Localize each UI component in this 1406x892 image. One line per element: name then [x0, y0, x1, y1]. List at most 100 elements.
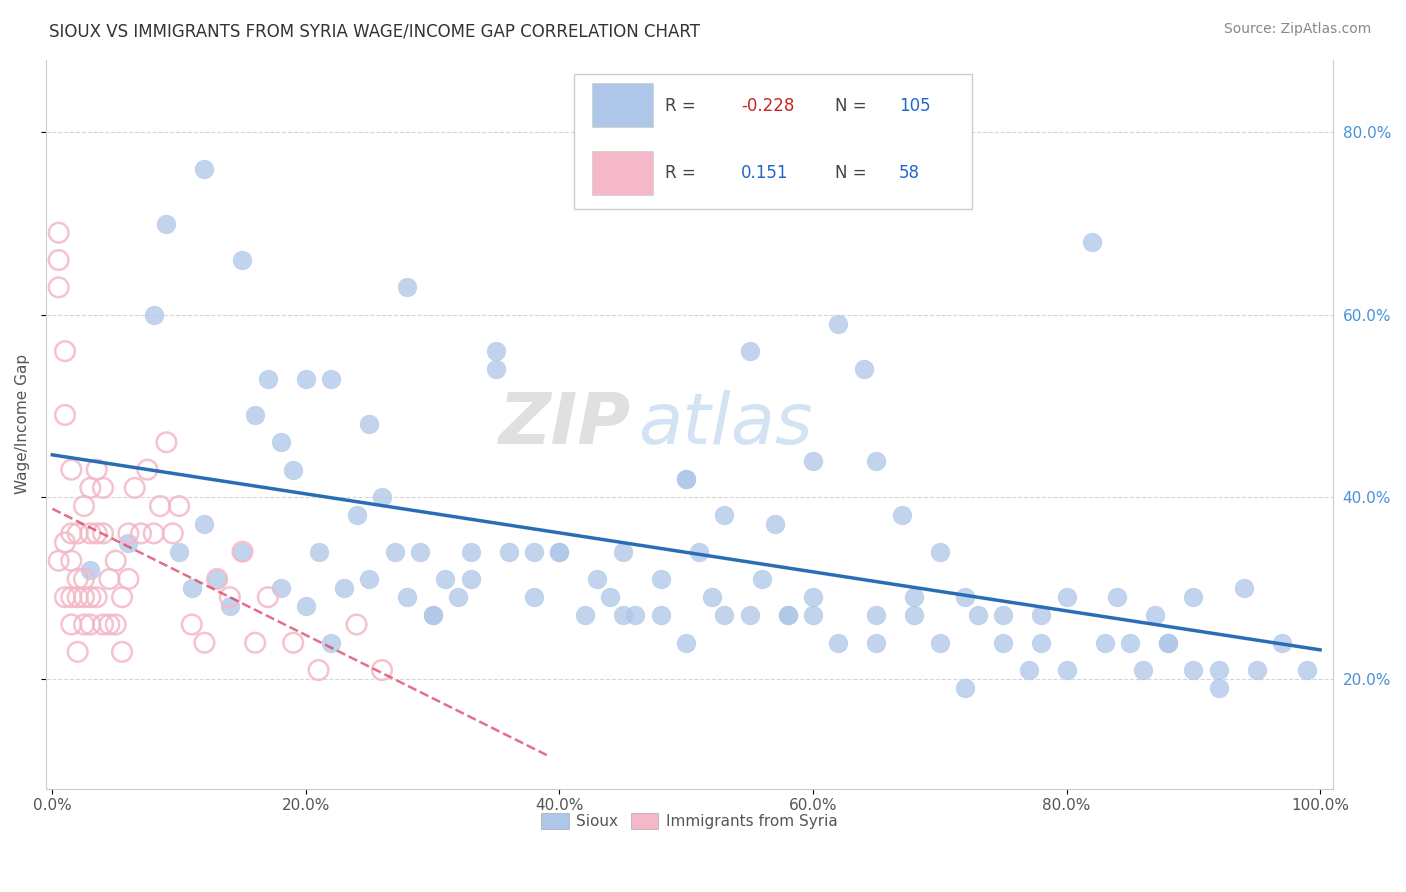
- Point: [1144, 608, 1167, 623]
- Point: [66, 645, 89, 659]
- Point: [53, 344, 76, 359]
- Point: [801, 608, 824, 623]
- Point: [86, 526, 108, 541]
- Y-axis label: Wage/Income Gap: Wage/Income Gap: [15, 354, 30, 494]
- Point: [928, 636, 950, 650]
- Point: [243, 636, 266, 650]
- Point: [852, 362, 875, 376]
- Point: [218, 599, 240, 614]
- Point: [865, 608, 887, 623]
- Text: R =: R =: [665, 164, 696, 182]
- Point: [270, 581, 292, 595]
- Text: SIOUX VS IMMIGRANTS FROM SYRIA WAGE/INCOME GAP CORRELATION CHART: SIOUX VS IMMIGRANTS FROM SYRIA WAGE/INCO…: [49, 22, 700, 40]
- Point: [713, 508, 735, 523]
- Point: [485, 344, 508, 359]
- Point: [1157, 636, 1180, 650]
- Point: [384, 544, 406, 558]
- Point: [991, 608, 1014, 623]
- Point: [523, 590, 546, 604]
- Point: [422, 608, 444, 623]
- Point: [409, 544, 432, 558]
- Point: [149, 499, 172, 513]
- Point: [142, 526, 165, 541]
- Point: [129, 526, 152, 541]
- Point: [180, 617, 202, 632]
- Point: [91, 481, 114, 495]
- Point: [447, 590, 470, 604]
- Point: [98, 617, 121, 632]
- Point: [283, 636, 305, 650]
- Point: [98, 572, 121, 586]
- Point: [1107, 590, 1129, 604]
- Point: [650, 572, 672, 586]
- Point: [73, 590, 96, 604]
- Point: [60, 462, 83, 476]
- Point: [231, 253, 253, 268]
- FancyBboxPatch shape: [592, 151, 654, 195]
- Point: [1208, 663, 1230, 677]
- Point: [1233, 581, 1256, 595]
- Point: [117, 572, 139, 586]
- Point: [1182, 663, 1205, 677]
- Point: [60, 526, 83, 541]
- Point: [903, 608, 925, 623]
- Point: [73, 499, 96, 513]
- Point: [155, 435, 177, 450]
- Point: [700, 590, 723, 604]
- Point: [180, 581, 202, 595]
- Point: [1296, 663, 1319, 677]
- Point: [865, 636, 887, 650]
- Point: [167, 544, 190, 558]
- Point: [193, 161, 215, 176]
- Point: [485, 362, 508, 376]
- Point: [66, 590, 89, 604]
- Point: [256, 371, 278, 385]
- Point: [91, 526, 114, 541]
- Point: [966, 608, 988, 623]
- Point: [321, 371, 343, 385]
- Point: [612, 544, 634, 558]
- Text: R =: R =: [665, 96, 696, 114]
- Point: [396, 590, 419, 604]
- Point: [86, 462, 108, 476]
- Point: [111, 590, 134, 604]
- Point: [548, 544, 571, 558]
- Point: [738, 344, 761, 359]
- Point: [1094, 636, 1116, 650]
- Point: [675, 472, 697, 486]
- Point: [193, 636, 215, 650]
- Point: [1182, 590, 1205, 604]
- Point: [434, 572, 457, 586]
- Point: [827, 636, 849, 650]
- Point: [48, 253, 70, 268]
- Point: [1031, 608, 1053, 623]
- Point: [60, 590, 83, 604]
- Point: [231, 544, 253, 558]
- FancyBboxPatch shape: [592, 83, 654, 128]
- Point: [60, 554, 83, 568]
- Point: [218, 590, 240, 604]
- Point: [256, 590, 278, 604]
- Point: [205, 572, 228, 586]
- Point: [422, 608, 444, 623]
- Point: [928, 544, 950, 558]
- Point: [162, 526, 184, 541]
- Point: [1031, 636, 1053, 650]
- Point: [79, 481, 101, 495]
- Point: [776, 608, 799, 623]
- Point: [574, 608, 596, 623]
- Point: [371, 490, 394, 504]
- Point: [890, 508, 912, 523]
- Point: [675, 636, 697, 650]
- Point: [1271, 636, 1294, 650]
- Point: [460, 544, 482, 558]
- Point: [53, 408, 76, 422]
- Point: [346, 508, 368, 523]
- Point: [1056, 663, 1078, 677]
- Text: 0.151: 0.151: [741, 164, 789, 182]
- Point: [193, 517, 215, 532]
- Point: [79, 563, 101, 577]
- Point: [1056, 590, 1078, 604]
- Point: [599, 590, 621, 604]
- Point: [48, 554, 70, 568]
